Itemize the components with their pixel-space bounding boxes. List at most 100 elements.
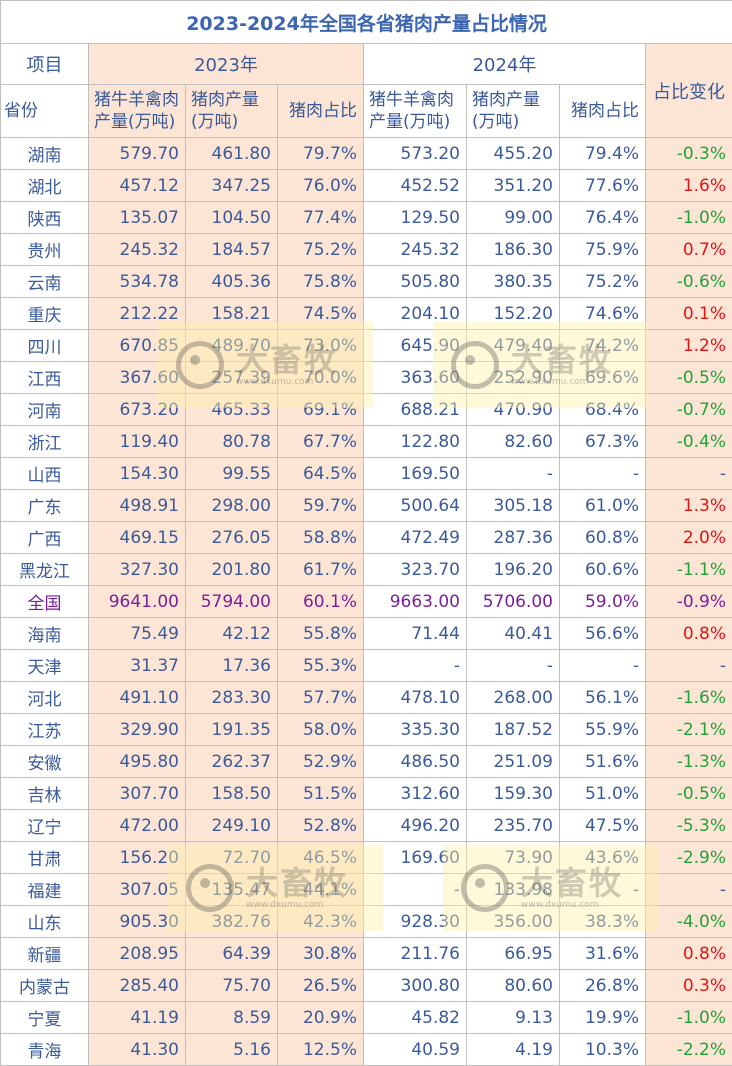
cell-pork-prod-2023: 191.35	[186, 714, 278, 746]
cell-pork-share-2023: 70.0%	[278, 362, 364, 394]
title-row: 2023-2024年全国各省猪肉产量占比情况	[1, 1, 732, 44]
cell-meat-prod-2024: 40.59	[364, 1034, 467, 1066]
cell-pork-prod-2024: 470.90	[467, 394, 560, 426]
cell-pork-share-2023: 64.5%	[278, 458, 364, 490]
cell-pork-share-2023: 73.0%	[278, 330, 364, 362]
cell-province: 山东	[1, 906, 89, 938]
cell-pork-share-2024: 55.9%	[560, 714, 646, 746]
cell-province: 四川	[1, 330, 89, 362]
cell-share-change: -1.0%	[646, 1002, 732, 1034]
cell-meat-prod-2024: -	[364, 650, 467, 682]
cell-pork-share-2023: 61.7%	[278, 554, 364, 586]
cell-pork-share-2023: 55.8%	[278, 618, 364, 650]
cell-pork-prod-2024: 351.20	[467, 170, 560, 202]
cell-share-change: 2.0%	[646, 522, 732, 554]
cell-pork-share-2023: 20.9%	[278, 1002, 364, 1034]
header-pork-prod-2024: 猪肉产量(万吨)	[467, 85, 560, 138]
cell-share-change: 0.3%	[646, 970, 732, 1002]
cell-pork-share-2023: 51.5%	[278, 778, 364, 810]
cell-share-change: -2.2%	[646, 1034, 732, 1066]
cell-province: 湖北	[1, 170, 89, 202]
cell-pork-share-2023: 44.1%	[278, 874, 364, 906]
cell-meat-prod-2024: 645.90	[364, 330, 467, 362]
cell-province: 重庆	[1, 298, 89, 330]
cell-meat-prod-2023: 491.10	[89, 682, 186, 714]
cell-pork-prod-2023: 75.70	[186, 970, 278, 1002]
cell-pork-share-2024: 68.4%	[560, 394, 646, 426]
cell-meat-prod-2023: 135.07	[89, 202, 186, 234]
cell-meat-prod-2023: 208.95	[89, 938, 186, 970]
cell-meat-prod-2024: 169.60	[364, 842, 467, 874]
cell-meat-prod-2024: 486.50	[364, 746, 467, 778]
cell-pork-share-2023: 69.1%	[278, 394, 364, 426]
cell-pork-prod-2023: 5.16	[186, 1034, 278, 1066]
cell-pork-prod-2023: 80.78	[186, 426, 278, 458]
cell-pork-share-2024: 31.6%	[560, 938, 646, 970]
cell-pork-prod-2024: -	[467, 650, 560, 682]
cell-pork-prod-2024: 268.00	[467, 682, 560, 714]
header-year-2024: 2024年	[364, 44, 646, 85]
cell-share-change: -4.0%	[646, 906, 732, 938]
cell-pork-prod-2023: 158.21	[186, 298, 278, 330]
cell-province: 河北	[1, 682, 89, 714]
cell-pork-share-2024: 59.0%	[560, 586, 646, 618]
cell-share-change: -1.3%	[646, 746, 732, 778]
cell-pork-share-2024: 77.6%	[560, 170, 646, 202]
cell-meat-prod-2023: 457.12	[89, 170, 186, 202]
cell-pork-share-2024: 38.3%	[560, 906, 646, 938]
cell-share-change: -0.3%	[646, 138, 732, 170]
cell-pork-prod-2024: 9.13	[467, 1002, 560, 1034]
cell-pork-prod-2024: -	[467, 458, 560, 490]
cell-pork-prod-2024: 40.41	[467, 618, 560, 650]
cell-pork-prod-2023: 42.12	[186, 618, 278, 650]
cell-pork-prod-2023: 5794.00	[186, 586, 278, 618]
cell-share-change: 1.6%	[646, 170, 732, 202]
cell-meat-prod-2024: 323.70	[364, 554, 467, 586]
cell-pork-share-2024: 74.2%	[560, 330, 646, 362]
cell-pork-prod-2024: 152.20	[467, 298, 560, 330]
cell-pork-share-2024: 56.1%	[560, 682, 646, 714]
cell-meat-prod-2024: 129.50	[364, 202, 467, 234]
cell-pork-prod-2024: 356.00	[467, 906, 560, 938]
cell-pork-share-2024: 51.6%	[560, 746, 646, 778]
cell-meat-prod-2024: 688.21	[364, 394, 467, 426]
cell-province: 浙江	[1, 426, 89, 458]
cell-province: 陕西	[1, 202, 89, 234]
cell-pork-share-2023: 60.1%	[278, 586, 364, 618]
cell-pork-prod-2023: 104.50	[186, 202, 278, 234]
header-meat-prod-2023: 猪牛羊禽肉产量(万吨)	[89, 85, 186, 138]
cell-pork-prod-2023: 461.80	[186, 138, 278, 170]
cell-pork-share-2024: 51.0%	[560, 778, 646, 810]
cell-meat-prod-2023: 9641.00	[89, 586, 186, 618]
header-province: 省份	[1, 85, 89, 138]
cell-pork-prod-2024: 479.40	[467, 330, 560, 362]
cell-meat-prod-2024: 500.64	[364, 490, 467, 522]
cell-pork-prod-2023: 64.39	[186, 938, 278, 970]
cell-province: 青海	[1, 1034, 89, 1066]
header-share-change: 占比变化	[646, 44, 732, 138]
cell-province: 新疆	[1, 938, 89, 970]
cell-pork-prod-2023: 465.33	[186, 394, 278, 426]
cell-meat-prod-2023: 31.37	[89, 650, 186, 682]
cell-pork-prod-2024: 305.18	[467, 490, 560, 522]
cell-meat-prod-2023: 212.22	[89, 298, 186, 330]
cell-pork-prod-2024: 235.70	[467, 810, 560, 842]
cell-meat-prod-2024: 204.10	[364, 298, 467, 330]
cell-pork-share-2024: 56.6%	[560, 618, 646, 650]
cell-meat-prod-2024: 496.20	[364, 810, 467, 842]
cell-province: 云南	[1, 266, 89, 298]
cell-meat-prod-2024: 45.82	[364, 1002, 467, 1034]
